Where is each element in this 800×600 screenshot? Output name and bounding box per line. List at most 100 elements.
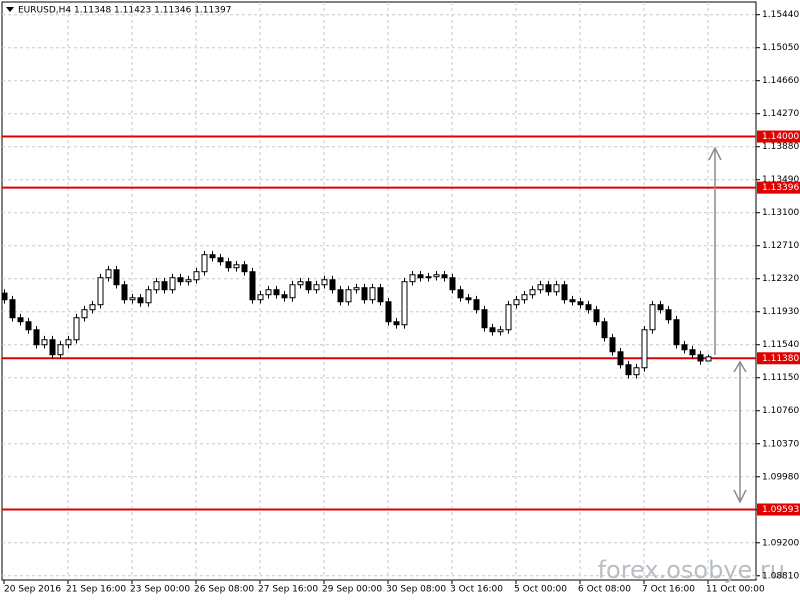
level-label: 1.11380: [762, 354, 799, 364]
candle-body: [353, 287, 360, 291]
arrow-head: [708, 146, 722, 161]
candle-body: [105, 269, 112, 279]
range-arrows: [708, 146, 747, 504]
candle-body: [537, 284, 544, 291]
candle-body: [281, 294, 288, 299]
candle-body: [137, 297, 144, 304]
candle-body: [393, 321, 400, 326]
candle-body: [9, 299, 16, 319]
candle-body: [17, 317, 24, 323]
candle-body: [321, 279, 328, 286]
level-label: 1.09593: [762, 505, 799, 515]
candle-body: [577, 301, 584, 306]
candle-body: [681, 344, 688, 351]
y-tick-label: 1.11150: [762, 373, 799, 383]
candle-body: [361, 287, 368, 301]
candle-body: [481, 309, 488, 329]
candle-body: [113, 269, 120, 286]
candle-body: [689, 349, 696, 356]
y-tick-label: 1.10370: [762, 439, 799, 449]
candle-body: [265, 289, 272, 296]
candle-body: [217, 257, 224, 263]
levels: [2, 135, 756, 511]
candle-body: [601, 321, 608, 339]
candle-body: [57, 344, 64, 356]
x-tick-label: 7 Oct 16:00: [642, 585, 695, 595]
x-tick-label: 23 Sep 00:00: [130, 585, 190, 595]
candle-body: [673, 319, 680, 346]
candle-body: [97, 277, 104, 306]
candle-body: [409, 274, 416, 283]
level-label: 1.13396: [762, 183, 799, 193]
candle-body: [209, 254, 216, 259]
grid: [2, 2, 756, 580]
y-tick-label: 1.15440: [762, 10, 799, 20]
x-tick-label: 21 Sep 16:00: [66, 585, 126, 595]
candle-body: [553, 284, 560, 293]
y-tick-label: 1.11540: [762, 340, 799, 350]
candle-body: [377, 287, 384, 303]
candles: [1, 250, 712, 379]
candle-body: [297, 281, 304, 286]
candle-body: [657, 304, 664, 311]
candle-body: [625, 364, 632, 376]
candle-body: [73, 317, 80, 341]
candle-body: [441, 274, 448, 279]
y-tick-label: 1.13490: [762, 175, 799, 185]
y-tick-label: 1.14660: [762, 76, 799, 86]
candle-body: [521, 294, 528, 301]
candle-body: [649, 304, 656, 331]
candle-body: [81, 309, 88, 319]
candle-body: [529, 289, 536, 296]
arrow-head: [733, 489, 747, 504]
candle-body: [545, 284, 552, 293]
x-tick-label: 20 Sep 2016: [4, 585, 61, 595]
candle-body: [401, 281, 408, 326]
candle-body: [505, 304, 512, 331]
candle-body: [433, 274, 440, 278]
x-tick-label: 3 Oct 16:00: [450, 585, 503, 595]
candle-body: [41, 339, 48, 346]
candle-body: [561, 284, 568, 301]
candle-body: [585, 304, 592, 311]
x-tick-label: 5 Oct 00:00: [514, 585, 567, 595]
x-tick-label: 27 Sep 16:00: [258, 585, 318, 595]
candle-body: [417, 274, 424, 279]
candle-body: [697, 354, 704, 362]
candle-body: [313, 284, 320, 291]
candle-body: [305, 281, 312, 291]
candle-body: [289, 284, 296, 299]
y-tick-label: 1.09980: [762, 472, 799, 482]
x-tick-label: 6 Oct 08:00: [578, 585, 631, 595]
y-tick-label: 1.15050: [762, 43, 799, 53]
y-tick-label: 1.12320: [762, 274, 799, 284]
candle-body: [369, 287, 376, 301]
candle-body: [33, 329, 40, 346]
y-tick-label: 1.11930: [762, 307, 799, 317]
y-tick-label: 1.13880: [762, 142, 799, 152]
candle-body: [449, 277, 456, 291]
watermark: forex.osobye.ru: [598, 556, 785, 584]
candle-body: [121, 284, 128, 301]
candle-body: [49, 339, 56, 356]
candle-body: [513, 299, 520, 306]
candle-body: [329, 279, 336, 291]
candle-body: [473, 299, 480, 311]
menu-triangle[interactable]: [6, 7, 14, 12]
candle-body: [65, 339, 72, 346]
candle-body: [617, 351, 624, 366]
candle-body: [569, 299, 576, 303]
level-label-box: [757, 503, 800, 516]
candle-body: [345, 289, 352, 303]
candle-body: [177, 277, 184, 283]
candle-body: [257, 294, 264, 301]
candle-body: [425, 276, 432, 279]
candle-body: [169, 277, 176, 291]
candle-body: [161, 281, 168, 291]
candle-body: [233, 264, 240, 269]
candle-body: [241, 264, 248, 273]
y-tick-label: 1.12710: [762, 241, 799, 251]
level-label-box: [757, 181, 800, 194]
